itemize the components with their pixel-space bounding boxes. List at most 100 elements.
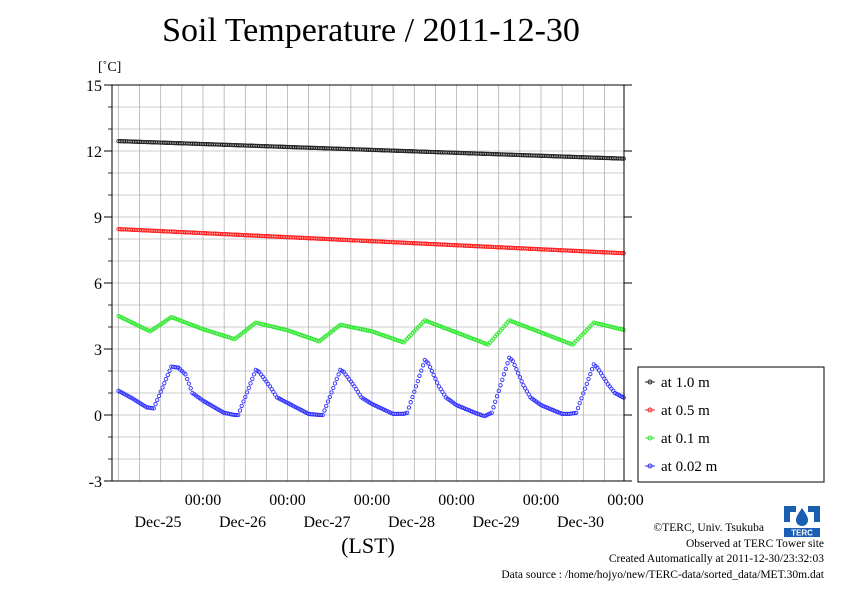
series-at-0-5-m bbox=[116, 226, 626, 256]
x-tick-date-label: Dec-27 bbox=[303, 514, 350, 531]
x-tick-date-label: Dec-26 bbox=[219, 514, 266, 531]
data-point bbox=[151, 406, 156, 411]
y-tick-label: 6 bbox=[94, 276, 102, 293]
data-point bbox=[318, 412, 324, 418]
data-point bbox=[322, 408, 327, 413]
data-point bbox=[405, 410, 410, 415]
data-point bbox=[174, 365, 179, 370]
data-point bbox=[149, 405, 155, 411]
data-point bbox=[496, 388, 501, 393]
source-text: Data source : /home/hojyo/new/TERC-data/… bbox=[501, 568, 824, 581]
data-point bbox=[410, 394, 415, 400]
data-point bbox=[331, 385, 336, 391]
x-tick-time-label: 00:00 bbox=[269, 492, 305, 509]
data-point bbox=[521, 383, 526, 388]
data-point bbox=[503, 366, 508, 371]
x-tick-date-label: Dec-28 bbox=[388, 514, 435, 531]
data-point bbox=[517, 375, 523, 380]
legend-swatch-marker bbox=[647, 435, 653, 441]
data-point bbox=[243, 394, 248, 400]
data-point bbox=[584, 381, 589, 386]
x-tick-time-label: 00:00 bbox=[438, 492, 474, 509]
legend-swatch-marker bbox=[647, 379, 653, 385]
data-point bbox=[155, 397, 160, 403]
data-point bbox=[241, 399, 246, 404]
data-point bbox=[427, 364, 433, 370]
x-axis: 00:00Dec-2500:00Dec-2600:00Dec-2700:00De… bbox=[134, 492, 643, 531]
data-point bbox=[417, 373, 422, 378]
data-point bbox=[324, 403, 329, 409]
data-point bbox=[434, 380, 440, 385]
data-point bbox=[167, 368, 172, 373]
legend-label: at 0.1 m bbox=[661, 431, 710, 447]
data-point bbox=[574, 410, 579, 415]
x-tick-time-label: 00:00 bbox=[354, 492, 390, 509]
data-point bbox=[577, 400, 582, 406]
data-point bbox=[500, 377, 505, 382]
x-tick-date-label: Dec-30 bbox=[557, 514, 604, 531]
y-axis: -3 0 3 6 9 12 15 bbox=[86, 78, 632, 491]
series-layer bbox=[116, 138, 626, 419]
x-axis-label: (LST) bbox=[341, 533, 395, 558]
y-axis-label: [˚C] bbox=[98, 60, 121, 75]
legend-label: at 1.0 m bbox=[661, 375, 710, 391]
data-point bbox=[412, 389, 417, 394]
data-point bbox=[163, 376, 169, 382]
data-point bbox=[160, 385, 165, 390]
data-point bbox=[237, 408, 243, 413]
data-point bbox=[234, 412, 239, 418]
created-text: Created Automatically at 2011-12-30/23:3… bbox=[608, 553, 824, 565]
data-point bbox=[515, 371, 521, 376]
data-point bbox=[581, 391, 586, 396]
data-point bbox=[156, 393, 162, 399]
y-tick-label: 0 bbox=[94, 408, 102, 425]
x-tick-date-label: Dec-29 bbox=[472, 514, 519, 531]
data-point bbox=[489, 410, 494, 415]
data-point bbox=[494, 394, 500, 399]
x-tick-time-label: 00:00 bbox=[607, 492, 643, 509]
data-point bbox=[329, 390, 334, 395]
data-point bbox=[334, 376, 339, 382]
data-point bbox=[415, 378, 420, 384]
data-point bbox=[162, 381, 167, 386]
credits-block: ©TERC, Univ. Tsukuba Observed at TERC To… bbox=[501, 521, 824, 583]
data-point bbox=[524, 389, 530, 394]
data-point bbox=[327, 394, 332, 400]
data-point bbox=[433, 376, 438, 381]
data-point bbox=[250, 376, 255, 382]
legend-label: at 0.5 m bbox=[661, 403, 710, 419]
y-tick-label: -3 bbox=[89, 474, 102, 491]
series-at-0-02-m bbox=[116, 355, 626, 419]
data-point bbox=[165, 372, 170, 378]
legend-box bbox=[637, 366, 825, 483]
x-tick-time-label: 00:00 bbox=[185, 492, 221, 509]
data-point bbox=[582, 386, 588, 391]
data-point bbox=[589, 367, 595, 372]
data-point bbox=[332, 381, 338, 386]
data-point bbox=[248, 381, 253, 386]
data-point bbox=[431, 372, 436, 378]
observed-text: Observed at TERC Tower site bbox=[685, 537, 824, 550]
data-point bbox=[153, 402, 158, 407]
data-point bbox=[251, 372, 257, 377]
data-point bbox=[408, 400, 413, 405]
data-point bbox=[505, 361, 510, 366]
y-tick-label: 12 bbox=[86, 144, 102, 161]
data-point bbox=[244, 390, 250, 395]
series-at-1-0-m bbox=[116, 138, 626, 161]
legend-label: at 0.02 m bbox=[661, 459, 718, 475]
legend: at 1.0 m at 0.5 m at 0.1 m at 0.02 m bbox=[637, 366, 825, 483]
data-point bbox=[406, 405, 412, 410]
y-tick-label: 3 bbox=[94, 342, 102, 359]
data-point bbox=[186, 381, 192, 386]
data-point bbox=[514, 367, 519, 372]
data-point bbox=[225, 334, 230, 340]
data-point bbox=[588, 371, 593, 377]
data-point bbox=[236, 412, 241, 418]
data-point bbox=[183, 372, 188, 377]
terc-logo: TERC bbox=[780, 502, 824, 538]
data-point bbox=[420, 363, 426, 368]
data-point bbox=[413, 384, 419, 389]
data-point bbox=[579, 396, 584, 401]
